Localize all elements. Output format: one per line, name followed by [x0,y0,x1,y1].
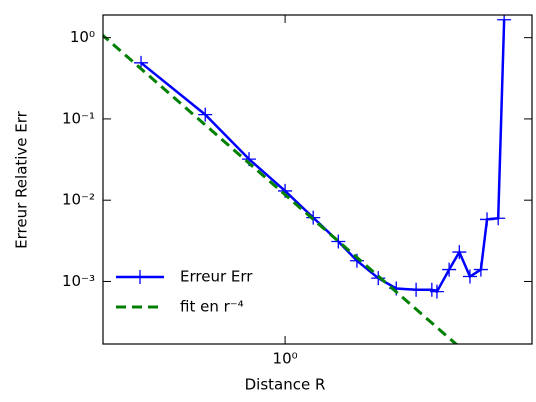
marker [409,282,424,297]
marker [429,284,444,299]
legend: Erreur Err fit en r⁻⁴ [116,268,253,316]
x-tick-label: 10⁰ [273,350,298,368]
y-tick-label: 10⁻³ [62,272,95,290]
axes-frame [102,14,533,345]
marker [473,262,488,277]
marker [480,212,495,227]
series-line [140,19,506,294]
plot-area [103,15,512,344]
y-tick-label: 10⁻¹ [62,109,95,127]
y-tick-label: 10⁻² [62,191,95,209]
marker [198,107,213,122]
legend-label: fit en r⁻⁴ [180,298,244,316]
marker [491,211,506,226]
marker [452,245,467,260]
legend-marker [133,270,147,284]
marker [331,234,346,249]
y-axis-label: Erreur Relative Err [13,110,31,249]
y-tick-label: 10⁰ [70,28,95,46]
series-line [103,33,459,344]
x-axis-label: Distance R [245,376,326,394]
marker [462,269,477,284]
marker [442,262,457,277]
legend-label: Erreur Err [180,268,253,286]
